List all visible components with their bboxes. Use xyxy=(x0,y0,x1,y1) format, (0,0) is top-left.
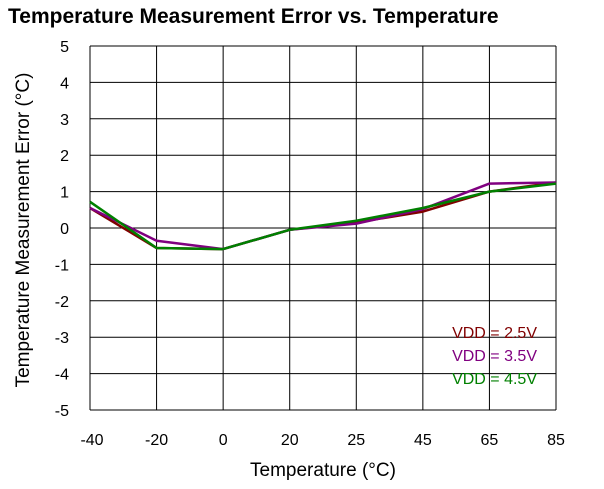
x-axis-label: Temperature (°C) xyxy=(250,460,396,481)
y-tick-label: 2 xyxy=(60,148,69,165)
legend: VDD = 2.5V VDD = 3.5V VDD = 4.5V xyxy=(452,325,537,388)
x-tick-label: 85 xyxy=(547,432,565,449)
y-tick-label: -3 xyxy=(55,330,69,347)
chart-title: Temperature Measurement Error vs. Temper… xyxy=(8,5,499,28)
x-tick-label: -40 xyxy=(80,432,103,449)
y-tick-label: 4 xyxy=(60,75,69,92)
y-tick-label: 3 xyxy=(60,112,69,129)
y-tick-label: -4 xyxy=(55,367,69,384)
y-tick-label: 1 xyxy=(60,185,69,202)
x-tick-label: 20 xyxy=(281,432,299,449)
y-axis-label: Temperature Measurement Error (°C) xyxy=(13,73,34,388)
x-tick-labels: -40 -20 0 20 25 45 65 85 xyxy=(80,432,565,449)
x-tick-label: 45 xyxy=(414,432,432,449)
y-tick-label: 0 xyxy=(60,221,69,238)
x-tick-label: -20 xyxy=(145,432,168,449)
legend-entry: VDD = 2.5V xyxy=(452,325,537,342)
grid xyxy=(89,45,557,411)
x-tick-label: 25 xyxy=(347,432,365,449)
legend-entry: VDD = 3.5V xyxy=(452,348,537,365)
y-tick-label: -5 xyxy=(55,403,69,420)
legend-entry: VDD = 4.5V xyxy=(452,371,537,388)
x-tick-label: 0 xyxy=(219,432,228,449)
series-line xyxy=(89,181,557,251)
series-line xyxy=(89,182,557,251)
y-tick-label: 5 xyxy=(60,39,69,56)
x-tick-label: 65 xyxy=(481,432,499,449)
series-lines xyxy=(89,181,557,251)
y-tick-label: -1 xyxy=(55,257,69,274)
y-tick-labels: 5 4 3 2 1 0 -1 -2 -3 -4 -5 xyxy=(55,39,69,420)
y-tick-label: -2 xyxy=(55,294,69,311)
